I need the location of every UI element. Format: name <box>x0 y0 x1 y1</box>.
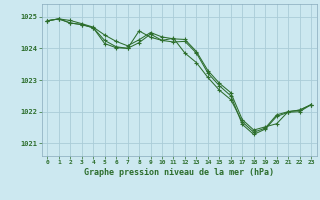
X-axis label: Graphe pression niveau de la mer (hPa): Graphe pression niveau de la mer (hPa) <box>84 168 274 177</box>
